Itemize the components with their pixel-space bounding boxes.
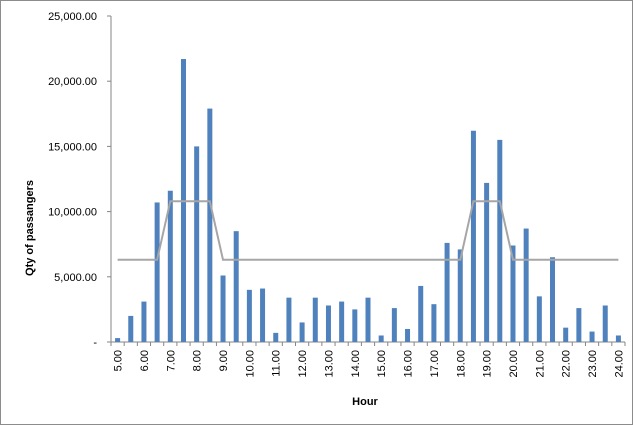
x-tick-label: 18.00 [455,350,467,378]
x-tick-label: 6.00 [139,350,151,371]
bar [497,139,503,342]
bar [391,308,397,342]
x-tick-label: 8.00 [192,350,204,371]
y-axis: - 5,000.00 10,000.00 15,000.00 20,000.00 25,0… [48,11,112,349]
y-tick-label: 5,000.00 [54,272,97,284]
bar [365,297,371,342]
bar [576,308,582,342]
x-tick-label: 11.00 [271,350,283,377]
x-tick-label: 16.00 [403,350,415,378]
bar [484,182,490,342]
bar [167,190,173,342]
bar [299,322,305,342]
bar [260,288,266,342]
x-tick-label: 10.00 [244,350,256,378]
bar [418,285,424,342]
bar [246,289,252,342]
bar [457,249,463,342]
bar [378,335,384,342]
x-tick-label: 22.00 [561,350,573,378]
x-tick-label: 23.00 [587,350,599,378]
bar [154,202,160,342]
x-tick-label: 9.00 [218,350,230,371]
x-tick-label: 19.00 [482,350,494,378]
bar [405,328,411,342]
y-tick-label: 15,000.00 [48,141,97,153]
y-tick-label: 10,000.00 [48,207,97,219]
line-series [117,200,619,261]
bar [128,315,134,342]
bar [589,331,595,342]
x-tick-label: 24.00 [613,350,625,378]
bar [523,228,529,342]
x-tick-label: 15.00 [376,350,388,378]
bar [312,297,318,342]
bar [286,297,292,342]
bar [194,146,200,342]
x-tick-label: 5.00 [113,350,125,371]
bar [470,130,476,342]
y-tick-label: 25,000.00 [48,11,97,23]
x-axis: 5.00 6.00 7.00 8.00 9.00 10.00 11.00 12.00 13.00… [110,341,626,378]
bar [444,242,450,342]
y-tick-label: - [93,337,97,349]
x-tick-label: 14.00 [350,350,362,378]
bar [510,245,516,342]
bar [325,305,331,342]
x-tick-label: 20.00 [508,350,520,378]
bar [536,296,542,342]
bar [352,309,358,342]
bar [207,108,213,342]
bar [602,305,608,342]
bar [431,304,437,342]
x-axis-title: Hour [352,396,378,408]
y-axis-title: Qty of passangers [24,180,36,276]
bar [550,257,556,342]
bar [273,332,279,342]
bar [615,335,621,342]
x-tick-label: 12.00 [297,350,309,378]
bar [141,301,147,342]
bar [563,327,569,342]
average-line [117,200,619,261]
bar [115,338,121,342]
bar [233,231,239,342]
x-tick-label: 21.00 [534,350,546,378]
y-tick-label: 20,000.00 [48,76,97,88]
x-tick-label: 13.00 [323,350,335,378]
bar [220,275,226,342]
x-tick-label: 17.00 [429,350,441,378]
bar [339,301,345,342]
x-tick-label: 7.00 [165,350,177,371]
